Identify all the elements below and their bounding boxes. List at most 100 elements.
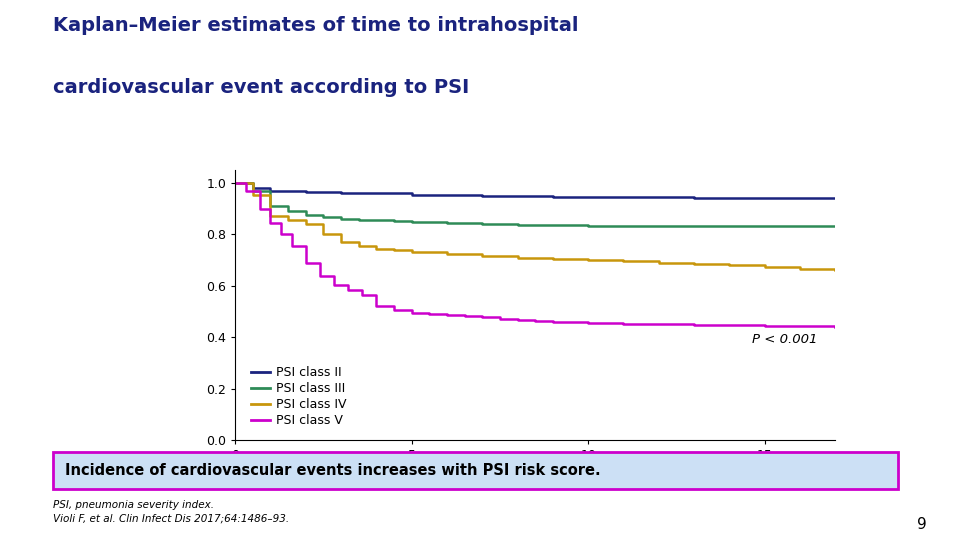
Text: PSI, pneumonia severity index.: PSI, pneumonia severity index. xyxy=(53,500,214,510)
PSI class V xyxy=(388,307,399,314)
X-axis label: Intrahospital days: Intrahospital days xyxy=(472,468,598,482)
PSI class V xyxy=(254,205,266,212)
PSI class II xyxy=(318,189,329,195)
PSI class II xyxy=(442,192,453,199)
PSI class II xyxy=(829,194,841,201)
PSI class III xyxy=(653,222,664,229)
PSI class IV xyxy=(406,249,418,255)
PSI class II xyxy=(653,194,664,200)
PSI class V xyxy=(314,272,325,279)
PSI class III xyxy=(688,223,700,230)
PSI class III xyxy=(406,219,418,225)
PSI class III xyxy=(724,223,735,230)
PSI class III xyxy=(476,221,488,227)
PSI class II xyxy=(688,194,700,201)
PSI class II xyxy=(229,180,241,186)
PSI class V xyxy=(276,231,287,238)
PSI class III xyxy=(442,220,453,226)
PSI class V xyxy=(442,312,453,318)
PSI class V xyxy=(794,323,805,329)
PSI class V xyxy=(564,319,576,326)
PSI class V xyxy=(286,242,298,249)
Line: PSI class V: PSI class V xyxy=(235,183,835,327)
PSI class IV xyxy=(583,257,594,264)
PSI class II xyxy=(547,193,559,200)
PSI class II xyxy=(617,194,629,200)
Text: Kaplan–Meier estimates of time to intrahospital: Kaplan–Meier estimates of time to intrah… xyxy=(53,16,578,35)
PSI class II xyxy=(265,187,276,194)
PSI class IV xyxy=(547,255,559,262)
PSI class V xyxy=(406,309,418,316)
PSI class V xyxy=(724,322,735,329)
PSI class IV xyxy=(758,264,770,270)
PSI class II xyxy=(406,191,418,198)
PSI class III xyxy=(335,215,347,222)
PSI class II xyxy=(371,190,382,197)
PSI class IV xyxy=(300,221,312,227)
Text: 9: 9 xyxy=(917,517,926,532)
PSI class II xyxy=(247,185,258,191)
PSI class IV xyxy=(512,254,523,261)
PSI class V xyxy=(653,321,664,328)
PSI class V xyxy=(758,322,770,329)
PSI class II xyxy=(512,193,523,200)
PSI class V xyxy=(356,292,368,298)
Line: PSI class IV: PSI class IV xyxy=(235,183,835,271)
PSI class IV xyxy=(282,217,294,224)
PSI class II xyxy=(583,194,594,200)
PSI class III xyxy=(265,203,276,210)
Line: PSI class III: PSI class III xyxy=(235,183,835,226)
PSI class IV xyxy=(247,191,258,198)
PSI class V xyxy=(829,323,841,330)
PSI class IV xyxy=(265,213,276,220)
PSI class V xyxy=(371,303,382,309)
PSI class III xyxy=(794,223,805,230)
PSI class V xyxy=(512,316,523,323)
PSI class IV xyxy=(653,259,664,266)
PSI class II xyxy=(794,194,805,201)
PSI class IV xyxy=(229,180,241,186)
PSI class III xyxy=(512,221,523,228)
Text: Violi F, et al. Clin Infect Dis 2017;64:1486–93.: Violi F, et al. Clin Infect Dis 2017;64:… xyxy=(53,514,289,524)
PSI class III xyxy=(829,223,841,230)
PSI class V xyxy=(476,314,488,320)
PSI class III xyxy=(247,187,258,194)
PSI class V xyxy=(265,220,276,226)
PSI class III xyxy=(617,222,629,229)
PSI class II xyxy=(300,188,312,195)
PSI class V xyxy=(600,320,612,327)
Text: Incidence of cardiovascular events increases with PSI risk score.: Incidence of cardiovascular events incre… xyxy=(65,463,601,478)
PSI class V xyxy=(583,320,594,326)
PSI class III xyxy=(282,208,294,214)
PSI class II xyxy=(282,188,294,195)
PSI class IV xyxy=(335,239,347,245)
PSI class V xyxy=(494,315,506,322)
PSI class II xyxy=(758,194,770,201)
PSI class V xyxy=(547,319,559,325)
PSI class V xyxy=(229,180,241,186)
PSI class II xyxy=(476,193,488,199)
Line: PSI class II: PSI class II xyxy=(235,183,835,198)
PSI class V xyxy=(459,313,470,319)
PSI class III xyxy=(388,218,399,224)
PSI class IV xyxy=(829,267,841,274)
PSI class V xyxy=(423,311,435,318)
PSI class IV xyxy=(794,266,805,272)
Legend: PSI class II, PSI class III, PSI class IV, PSI class V: PSI class II, PSI class III, PSI class I… xyxy=(248,362,350,431)
PSI class V xyxy=(688,322,700,328)
PSI class V xyxy=(617,321,629,327)
PSI class IV xyxy=(688,261,700,267)
PSI class III xyxy=(353,217,365,223)
Text: cardiovascular event according to PSI: cardiovascular event according to PSI xyxy=(53,78,469,97)
Text: P < 0.001: P < 0.001 xyxy=(752,333,817,346)
PSI class IV xyxy=(371,245,382,252)
PSI class IV xyxy=(388,247,399,254)
PSI class IV xyxy=(442,251,453,258)
PSI class III xyxy=(547,222,559,228)
FancyBboxPatch shape xyxy=(53,452,898,489)
PSI class V xyxy=(343,286,354,293)
PSI class II xyxy=(724,194,735,201)
PSI class V xyxy=(328,281,340,288)
PSI class III xyxy=(371,217,382,224)
PSI class V xyxy=(530,318,541,325)
